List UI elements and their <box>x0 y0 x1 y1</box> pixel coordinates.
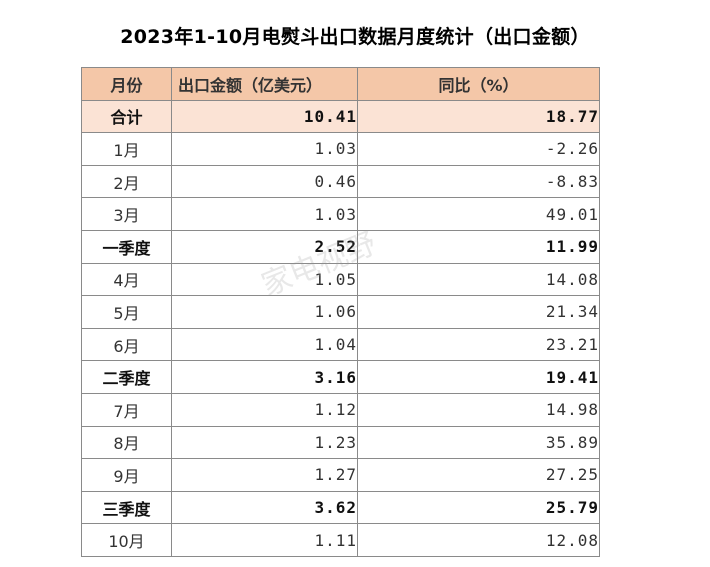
table-row: 7月 1.12 14.98 <box>81 392 600 427</box>
row-amount: 1.23 <box>171 425 358 460</box>
table-row: 3月 1.03 49.01 <box>81 197 600 231</box>
page-title: 2023年1-10月电熨斗出口数据月度统计（出口金额） <box>120 26 590 48</box>
row-name: 1月 <box>81 132 172 166</box>
row-yoy: 25.79 <box>357 490 600 525</box>
row-yoy: 14.98 <box>357 392 600 427</box>
row-yoy: 18.77 <box>357 99 600 134</box>
row-name: 10月 <box>81 523 172 557</box>
row-yoy: 14.08 <box>357 262 600 297</box>
header-amount: 出口金额（亿美元） <box>171 67 358 101</box>
table-header-row: 月份 出口金额（亿美元） 同比（%） <box>81 67 600 101</box>
export-data-table: 月份 出口金额（亿美元） 同比（%） 合计 10.41 18.77 1月 1.0… <box>81 67 600 557</box>
row-yoy: -2.26 <box>357 132 600 166</box>
table-row-quarter: 二季度 3.16 19.41 <box>81 360 600 394</box>
row-amount: 1.12 <box>171 392 358 427</box>
row-amount: 1.27 <box>171 458 358 492</box>
row-name: 一季度 <box>81 229 172 264</box>
row-amount: 1.11 <box>171 523 358 557</box>
row-name: 2月 <box>81 164 172 199</box>
table-row: 6月 1.04 23.21 <box>81 327 600 362</box>
table-row-total: 合计 10.41 18.77 <box>81 99 600 134</box>
row-yoy: 21.34 <box>357 295 600 329</box>
row-name: 7月 <box>81 392 172 427</box>
table-row-quarter: 三季度 3.62 25.79 <box>81 490 600 525</box>
header-month: 月份 <box>81 67 172 101</box>
row-name: 4月 <box>81 262 172 297</box>
row-name: 6月 <box>81 327 172 362</box>
row-amount: 1.03 <box>171 132 358 166</box>
row-amount: 3.16 <box>171 360 358 394</box>
table-row: 4月 1.05 14.08 <box>81 262 600 297</box>
row-yoy: -8.83 <box>357 164 600 199</box>
row-amount: 1.06 <box>171 295 358 329</box>
row-yoy: 35.89 <box>357 425 600 460</box>
table-row: 10月 1.11 12.08 <box>81 523 600 557</box>
row-name: 9月 <box>81 458 172 492</box>
row-name: 三季度 <box>81 490 172 525</box>
row-yoy: 11.99 <box>357 229 600 264</box>
row-yoy: 27.25 <box>357 458 600 492</box>
table-row: 8月 1.23 35.89 <box>81 425 600 460</box>
row-amount: 2.52 <box>171 229 358 264</box>
row-name: 8月 <box>81 425 172 460</box>
row-yoy: 49.01 <box>357 197 600 231</box>
row-amount: 3.62 <box>171 490 358 525</box>
row-amount: 1.04 <box>171 327 358 362</box>
table-row: 5月 1.06 21.34 <box>81 295 600 329</box>
row-amount: 1.03 <box>171 197 358 231</box>
row-yoy: 23.21 <box>357 327 600 362</box>
row-amount: 10.41 <box>171 99 358 134</box>
header-yoy: 同比（%） <box>357 67 600 101</box>
row-name: 5月 <box>81 295 172 329</box>
table-row-quarter: 一季度 2.52 11.99 <box>81 229 600 264</box>
table-row: 2月 0.46 -8.83 <box>81 164 600 199</box>
row-amount: 0.46 <box>171 164 358 199</box>
table-row: 1月 1.03 -2.26 <box>81 132 600 166</box>
table-row: 9月 1.27 27.25 <box>81 458 600 492</box>
row-yoy: 19.41 <box>357 360 600 394</box>
row-yoy: 12.08 <box>357 523 600 557</box>
row-name: 二季度 <box>81 360 172 394</box>
row-name: 3月 <box>81 197 172 231</box>
row-name: 合计 <box>81 99 172 134</box>
